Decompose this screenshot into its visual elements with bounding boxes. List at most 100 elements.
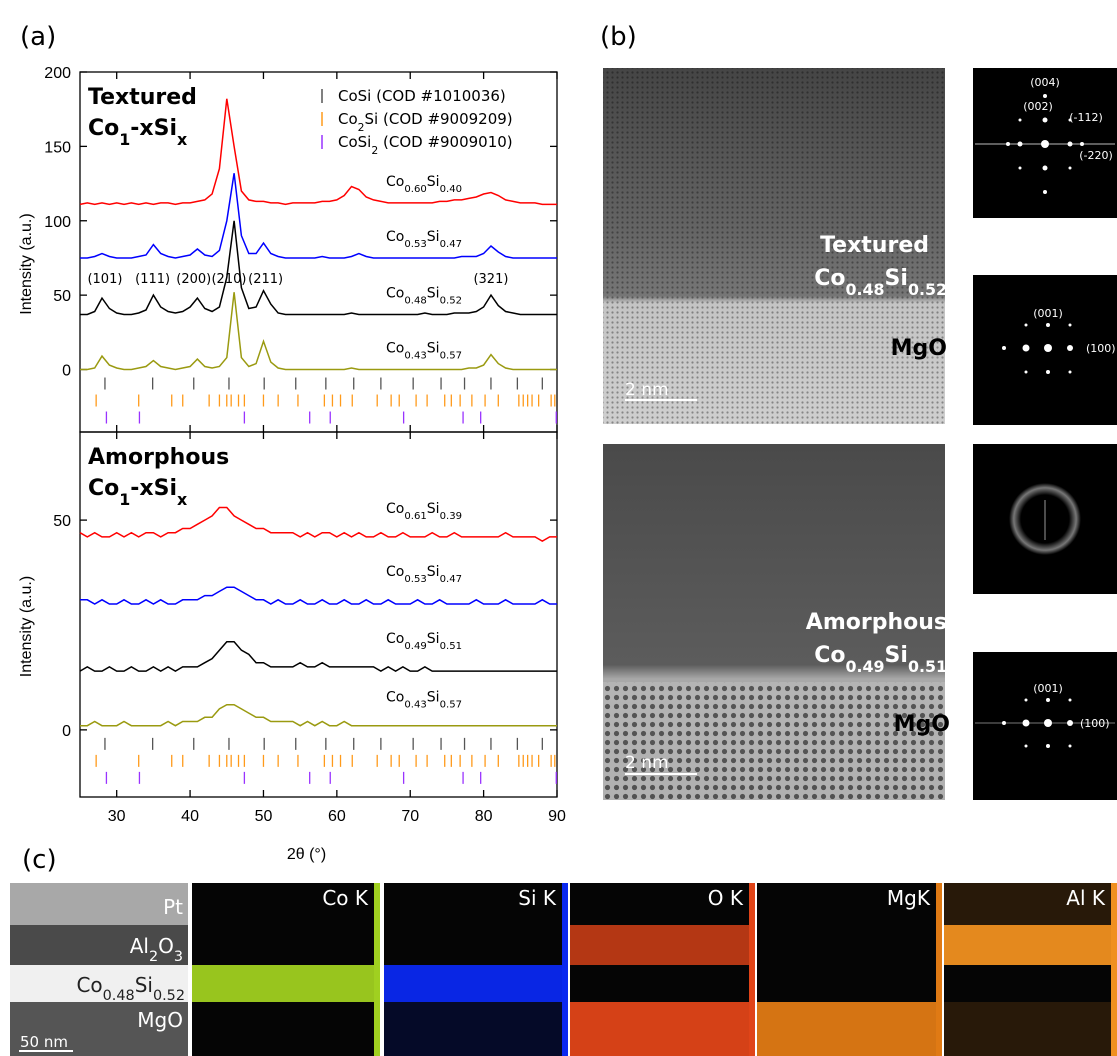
map-label: MgK <box>887 886 931 910</box>
subscript: 0.49 <box>404 640 426 651</box>
tem-amorphous: Amorphous Co0.49Si0.51 MgO 2 nm <box>603 444 950 800</box>
subscript: 1 <box>119 490 130 509</box>
layer-pt <box>10 883 188 925</box>
panel-formula: Co1-xSix <box>88 116 187 149</box>
film-label: Amorphous <box>806 610 947 635</box>
scale-bar-label: 2 nm <box>625 753 669 773</box>
eds-signal <box>570 1002 749 1056</box>
peak-index: (210) <box>211 272 246 287</box>
x-tick-label: 70 <box>401 808 419 825</box>
subscript: 0.52 <box>153 988 185 1004</box>
y-tick-label: 200 <box>44 65 71 82</box>
layer-label: MgO <box>137 1008 183 1032</box>
fft-index: (002) <box>1023 100 1053 113</box>
peak-index: (101) <box>87 272 122 287</box>
y-tick-label: 150 <box>44 139 71 156</box>
color-bar <box>936 883 942 1056</box>
lattice-texture <box>603 682 945 800</box>
x-tick-label: 30 <box>108 808 126 825</box>
substrate-label: MgO <box>891 336 947 361</box>
subscript: 0.57 <box>440 699 462 710</box>
panel-label: (b) <box>600 22 637 52</box>
subscript: 0.53 <box>404 238 426 249</box>
series-label: Co0.53Si0.47 <box>386 564 462 585</box>
panel-label: (a) <box>20 22 56 52</box>
subscript: 0.51 <box>440 640 462 651</box>
fft-index: (100) <box>1086 342 1116 355</box>
y-tick-label: 0 <box>62 363 71 380</box>
y-tick-label: 0 <box>62 723 71 740</box>
panel-label: (c) <box>22 845 57 875</box>
eds-signal <box>944 1002 1111 1056</box>
series-line <box>80 221 557 315</box>
subscript: 0.48 <box>103 988 135 1004</box>
subscript: 2 <box>358 121 365 134</box>
series-label: Co0.49Si0.51 <box>386 631 462 652</box>
series-line <box>80 642 557 671</box>
fft-amorphous-film <box>973 444 1117 594</box>
fft-textured-substrate: (001) (100) <box>973 275 1117 425</box>
subscript: 0.39 <box>440 510 462 521</box>
stem-image: Pt Al2O3 Co0.48Si0.52 MgO 50 nm <box>10 883 188 1056</box>
x-tick-label: 80 <box>475 808 493 825</box>
legend-label: CoSi (COD #1010036) <box>338 87 506 105</box>
subscript: 0.57 <box>440 350 462 361</box>
subscript: 0.43 <box>404 699 426 710</box>
map-label: Al K <box>1066 886 1106 910</box>
y-tick-label: 50 <box>53 513 71 530</box>
series-line <box>80 705 557 726</box>
eds-signal <box>570 925 749 965</box>
subscript: 0.43 <box>404 350 426 361</box>
film-label: Textured <box>820 233 929 258</box>
subscript: 3 <box>174 949 183 965</box>
subscript: 0.52 <box>908 280 947 299</box>
y-axis-label: Intensity (a.u.) <box>18 213 35 314</box>
fft-index: (100) <box>1080 717 1110 730</box>
map-label: Si K <box>518 886 557 910</box>
peak-index: (321) <box>473 272 508 287</box>
eds-signal <box>192 965 374 1002</box>
peak-index: (111) <box>135 272 170 287</box>
x-tick-label: 90 <box>548 808 566 825</box>
color-bar <box>374 883 380 1056</box>
fft-index: (001) <box>1033 682 1063 695</box>
map-label: O K <box>708 886 744 910</box>
subscript: 0.48 <box>404 295 426 306</box>
series-label: Co0.43Si0.57 <box>386 341 462 362</box>
figure: (a) (b) (c) Textured Co0.48Si0.52 MgO 2 … <box>0 0 1117 1056</box>
panel-title: Textured <box>88 85 197 110</box>
subscript: 2 <box>149 949 158 965</box>
x-tick-label: 60 <box>328 808 346 825</box>
fft-index: (004) <box>1030 76 1060 89</box>
subscript: 0.47 <box>440 238 462 249</box>
eds-signal <box>757 1002 936 1056</box>
series-label: Co0.61Si0.39 <box>386 501 462 522</box>
map-label: Co K <box>322 886 369 910</box>
color-bar <box>749 883 755 1056</box>
subscript: 0.52 <box>440 295 462 306</box>
series-line <box>80 587 557 604</box>
eds-signal <box>384 965 562 1002</box>
y-axis-label: Intensity (a.u.) <box>18 576 35 677</box>
subscript: 0.53 <box>404 573 426 584</box>
fft-index: (-220) <box>1079 149 1113 162</box>
panel-formula: Co1-xSix <box>88 476 187 509</box>
peak-index: (211) <box>248 272 283 287</box>
color-bar <box>562 883 568 1056</box>
series-line <box>80 173 557 258</box>
subscript: 1 <box>119 130 130 149</box>
subscript: 0.47 <box>440 573 462 584</box>
subscript: x <box>177 130 187 149</box>
y-tick-label: 50 <box>53 288 71 305</box>
y-tick-label: 100 <box>44 214 71 231</box>
substrate-label: MgO <box>894 712 950 737</box>
scale-bar-label: 2 nm <box>625 380 669 400</box>
series-label: Co0.43Si0.57 <box>386 690 462 711</box>
fft-textured-film: (004) (002) (-112) (-220) <box>973 68 1117 218</box>
layer-label: Pt <box>163 895 183 919</box>
subscript: x <box>177 490 187 509</box>
series-label: Co0.53Si0.47 <box>386 229 462 250</box>
fft-index: (-112) <box>1069 111 1103 124</box>
subscript: 0.51 <box>908 657 947 676</box>
series-label: Co0.48Si0.52 <box>386 285 462 306</box>
